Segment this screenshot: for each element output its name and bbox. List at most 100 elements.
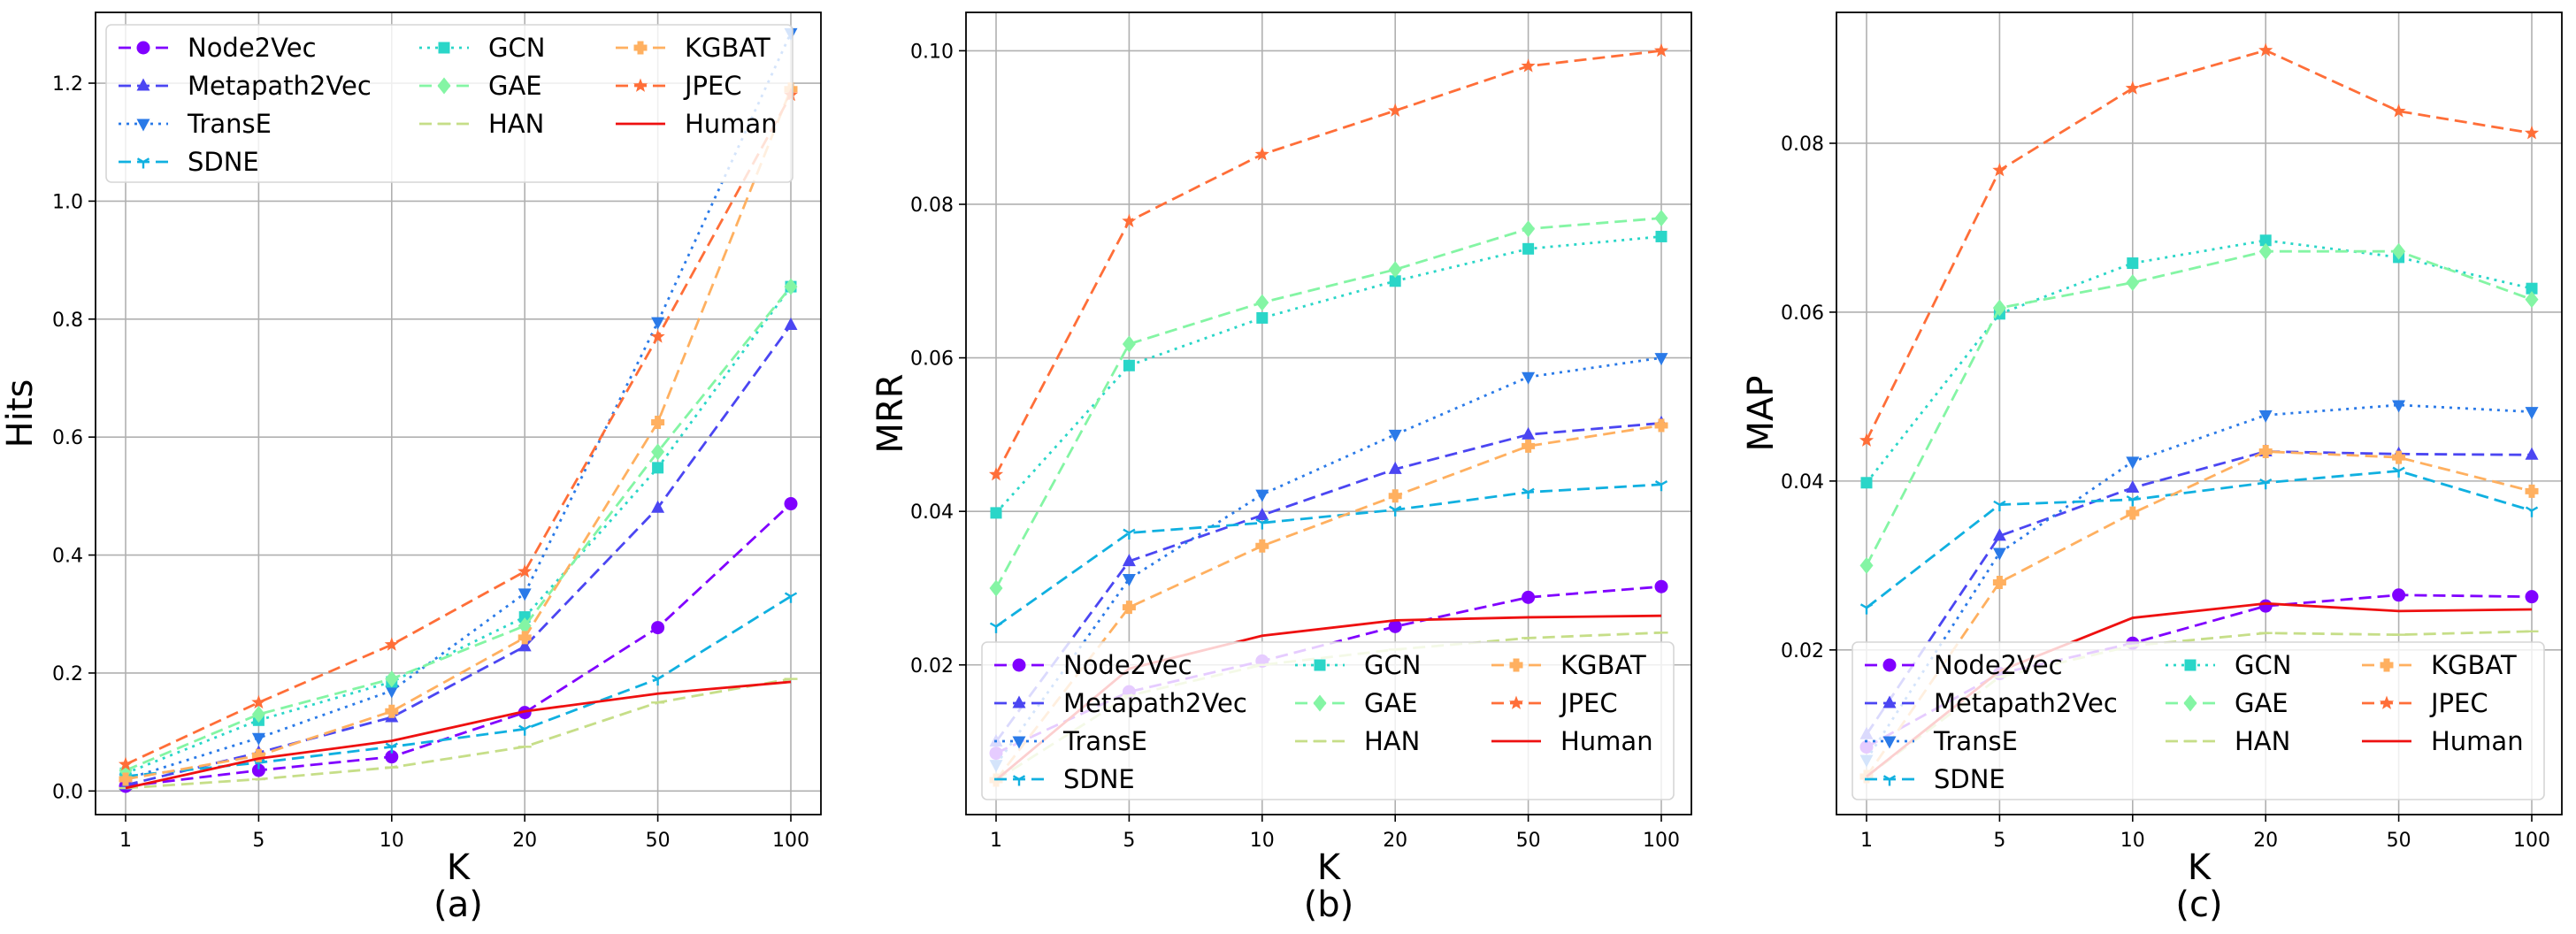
- legend-item-transe: TransE: [119, 109, 272, 139]
- data-point-jpec: [2258, 42, 2273, 57]
- series-gae: [119, 278, 798, 779]
- data-point-kgbat: [651, 416, 665, 430]
- legend-marker: [1882, 695, 1897, 708]
- legend-marker: [1882, 775, 1897, 786]
- series-gcn: [990, 230, 1668, 519]
- legend-label: SDNE: [1063, 764, 1135, 794]
- legend-label: TransE: [1062, 726, 1147, 756]
- series-line-metapath2vec: [994, 421, 1662, 743]
- legend: Node2Vec Metapath2Vec TransE SDNE GCN GAE HAN K…: [981, 641, 1675, 800]
- legend-label: SDNE: [188, 147, 259, 177]
- data-point-metapath2vec: [518, 639, 532, 652]
- data-point-gcn: [1522, 242, 1535, 255]
- y-tick-label: 0.4: [52, 546, 83, 568]
- series-line-gcn: [125, 286, 793, 775]
- data-point-jpec: [1859, 433, 1874, 447]
- x-tick-label: 10: [380, 830, 404, 852]
- legend-label: JPEC: [683, 71, 742, 101]
- data-point-gae: [2126, 274, 2140, 292]
- x-tick-label: 20: [2253, 830, 2278, 852]
- series-line-jpec: [994, 50, 1662, 476]
- data-point-gae: [1654, 210, 1668, 227]
- data-point-gcn: [2259, 234, 2272, 247]
- legend-item-han: HAN: [2166, 726, 2290, 756]
- legend-item-sdne: SDNE: [1865, 764, 2005, 794]
- data-point-kgbat: [1992, 575, 2006, 589]
- data-point-gae: [1388, 261, 1402, 279]
- series-jpec: [118, 87, 799, 771]
- data-point-node2vec: [2525, 590, 2539, 604]
- data-point-gae: [2258, 242, 2273, 260]
- data-point-kgbat: [119, 772, 133, 786]
- legend-item-gae: GAE: [1295, 688, 1418, 718]
- legend-marker: [2184, 659, 2196, 671]
- data-point-sdne: [1389, 505, 1402, 517]
- data-point-kgbat: [1654, 418, 1668, 433]
- data-point-sdne: [989, 622, 1003, 633]
- legend-marker: [1313, 694, 1327, 712]
- series-line-kgbat: [1865, 450, 2533, 777]
- data-point-gae: [1255, 294, 1269, 311]
- data-point-jpec: [118, 756, 134, 771]
- legend-box: [105, 24, 794, 183]
- plot-frame: [1836, 11, 2563, 815]
- legend-item-transe: TransE: [994, 726, 1147, 756]
- legend-marker: [136, 78, 150, 91]
- legend-marker: [633, 41, 648, 55]
- legend-label: Human: [2431, 726, 2524, 756]
- legend-item-gcn: GCN: [2166, 650, 2291, 680]
- data-point-gae: [1122, 335, 1136, 353]
- data-point-sdne: [2259, 478, 2273, 490]
- series-gcn: [1860, 234, 2538, 489]
- chart-panel-2: 1 5 10 20 50 100 0.02 0.04 0.06 0.08 0.10 K(b) MRR No…: [870, 11, 1692, 925]
- series-line-human: [125, 680, 792, 790]
- data-point-jpec: [1388, 103, 1403, 117]
- legend-label: KGBAT: [2431, 650, 2517, 680]
- y-tick-label: 0.04: [910, 501, 954, 524]
- data-point-gcn: [2526, 282, 2538, 295]
- data-point-node2vec: [385, 750, 399, 764]
- y-tick-label: 1.2: [52, 73, 83, 96]
- data-point-sdne: [1859, 603, 1874, 615]
- series-node2vec: [119, 497, 798, 793]
- legend-label: Node2Vec: [1063, 650, 1192, 680]
- legend-label: Metapath2Vec: [188, 71, 372, 101]
- chart-panel-3: 1 5 10 20 50 100 0.02 0.04 0.06 0.08 K(c) MAP Node2V…: [1741, 11, 2563, 925]
- data-point-gae: [651, 443, 665, 461]
- y-tick-label: 1.0: [52, 191, 83, 213]
- x-axis-label: K: [1317, 847, 1342, 888]
- data-point-node2vec: [1388, 619, 1402, 633]
- series-sdne: [1859, 466, 2539, 615]
- legend-item-han: HAN: [1295, 726, 1420, 756]
- series-gcn: [119, 280, 797, 779]
- legend-box: [1852, 641, 2545, 800]
- data-point-transe: [1255, 489, 1269, 502]
- y-tick-label: 0.2: [52, 663, 83, 685]
- data-point-sdne: [2126, 495, 2139, 507]
- data-point-jpec: [1521, 58, 1536, 73]
- series-gae: [989, 210, 1668, 597]
- series-line-gae: [1865, 249, 2533, 566]
- series-line-metapath2vec: [125, 324, 793, 787]
- legend: Node2Vec Metapath2Vec TransE SDNE GCN GAE HAN K…: [1852, 641, 2545, 800]
- x-tick-label: 1: [119, 830, 132, 852]
- legend-marker: [1012, 736, 1026, 749]
- data-point-sdne: [2525, 506, 2539, 517]
- data-point-jpec: [518, 563, 533, 578]
- data-point-node2vec: [1654, 579, 1668, 593]
- y-axis-label: Hits: [0, 379, 41, 448]
- legend-item-kgbat: KGBAT: [1491, 650, 1646, 680]
- series-line-gcn: [1865, 239, 2533, 484]
- data-point-gcn: [1860, 477, 1873, 489]
- data-point-sdne: [1993, 500, 2006, 512]
- data-point-sdne: [1522, 487, 1535, 499]
- legend-item-han: HAN: [419, 109, 544, 139]
- x-tick-label: 50: [646, 830, 671, 852]
- legend-label: GCN: [1364, 650, 1421, 680]
- data-point-jpec: [1254, 147, 1269, 161]
- legend-label: KGBAT: [685, 33, 770, 63]
- data-point-gae: [385, 670, 399, 688]
- y-tick-label: 0.04: [1781, 471, 1824, 494]
- legend-marker: [1882, 658, 1897, 672]
- legend-label: Human: [685, 109, 778, 139]
